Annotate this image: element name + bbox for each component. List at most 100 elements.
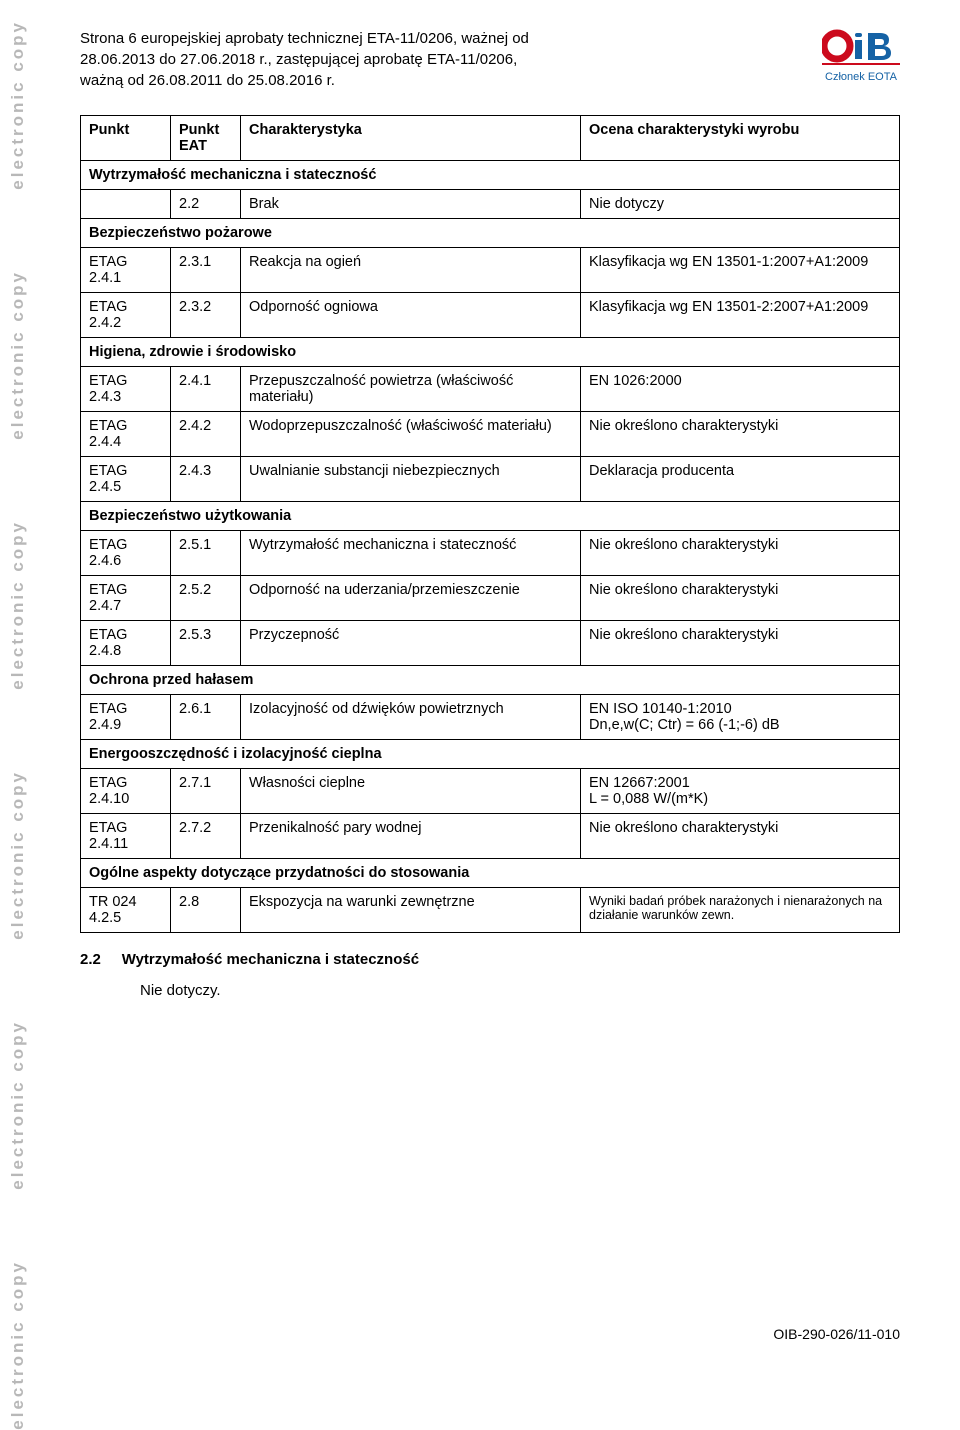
table-row: ETAG 2.4.5 2.4.3 Uwalnianie substancji n… bbox=[81, 457, 900, 502]
watermark-text: electronic copy bbox=[8, 20, 28, 190]
section-2-2-body: Nie dotyczy. bbox=[140, 982, 900, 999]
watermark-text: electronic copy bbox=[8, 270, 28, 440]
cell-char: Uwalnianie substancji niebezpiecznych bbox=[241, 457, 581, 502]
cell-char: Odporność ogniowa bbox=[241, 293, 581, 338]
section-label: Higiena, zdrowie i środowisko bbox=[81, 338, 900, 367]
section-title: Wytrzymałość mechaniczna i stateczność bbox=[122, 951, 419, 968]
section-label: Bezpieczeństwo pożarowe bbox=[81, 219, 900, 248]
header-line1: Strona 6 europejskiej aprobaty techniczn… bbox=[80, 30, 529, 47]
cell-char: Przyczepność bbox=[241, 621, 581, 666]
cell-char: Brak bbox=[241, 190, 581, 219]
cell-punkt: ETAG 2.4.2 bbox=[81, 293, 171, 338]
cell-ocena: Nie określono charakterystyki bbox=[581, 621, 900, 666]
cell-punkt: ETAG 2.4.10 bbox=[81, 769, 171, 814]
cell-eat: 2.3.1 bbox=[171, 248, 241, 293]
cell-eat: 2.5.1 bbox=[171, 531, 241, 576]
table-row: ETAG 2.4.3 2.4.1 Przepuszczalność powiet… bbox=[81, 367, 900, 412]
cell-punkt: ETAG 2.4.1 bbox=[81, 248, 171, 293]
table-row: ETAG 2.4.8 2.5.3 Przyczepność Nie określ… bbox=[81, 621, 900, 666]
cell-char: Przenikalność pary wodnej bbox=[241, 814, 581, 859]
section-label: Wytrzymałość mechaniczna i stateczność bbox=[81, 161, 900, 190]
cell-char: Wodoprzepuszczalność (właściwość materia… bbox=[241, 412, 581, 457]
section-bezp-pozarowe: Bezpieczeństwo pożarowe bbox=[81, 219, 900, 248]
oib-logo: Członek EOTA bbox=[822, 28, 900, 83]
cell-char: Własności cieplne bbox=[241, 769, 581, 814]
table-row: ETAG 2.4.10 2.7.1 Własności cieplne EN 1… bbox=[81, 769, 900, 814]
cell-char: Przepuszczalność powietrza (właściwość m… bbox=[241, 367, 581, 412]
th-ocena: Ocena charakterystyki wyrobu bbox=[581, 116, 900, 161]
section-ochrona: Ochrona przed hałasem bbox=[81, 666, 900, 695]
table-row: ETAG 2.4.7 2.5.2 Odporność na uderzania/… bbox=[81, 576, 900, 621]
cell-punkt: ETAG 2.4.4 bbox=[81, 412, 171, 457]
section-label: Ochrona przed hałasem bbox=[81, 666, 900, 695]
cell-eat: 2.3.2 bbox=[171, 293, 241, 338]
cell-char: Odporność na uderzania/przemieszczenie bbox=[241, 576, 581, 621]
watermark-text: electronic copy bbox=[8, 770, 28, 940]
cell-eat: 2.5.3 bbox=[171, 621, 241, 666]
cell-punkt: ETAG 2.4.3 bbox=[81, 367, 171, 412]
characteristics-table: Punkt Punkt EAT Charakterystyka Ocena ch… bbox=[80, 115, 900, 933]
cell-ocena: Wyniki badań próbek narażonych i nienara… bbox=[581, 888, 900, 933]
cell-char: Izolacyjność od dźwięków powietrznych bbox=[241, 695, 581, 740]
cell-ocena: EN 1026:2000 bbox=[581, 367, 900, 412]
table-row: TR 024 4.2.5 2.8 Ekspozycja na warunki z… bbox=[81, 888, 900, 933]
cell-eat: 2.7.2 bbox=[171, 814, 241, 859]
cell-punkt: ETAG 2.4.5 bbox=[81, 457, 171, 502]
logo-subtitle: Członek EOTA bbox=[825, 71, 897, 83]
cell-ocena: Klasyfikacja wg EN 13501-1:2007+A1:2009 bbox=[581, 248, 900, 293]
cell-ocena: Deklaracja producenta bbox=[581, 457, 900, 502]
section-bezp-uzyt: Bezpieczeństwo użytkowania bbox=[81, 502, 900, 531]
th-punkt: Punkt bbox=[81, 116, 171, 161]
cell-punkt: ETAG 2.4.9 bbox=[81, 695, 171, 740]
section-label: Energooszczędność i izolacyjność cieplna bbox=[81, 740, 900, 769]
table-row: ETAG 2.4.2 2.3.2 Odporność ogniowa Klasy… bbox=[81, 293, 900, 338]
cell-ocena: Nie określono charakterystyki bbox=[581, 814, 900, 859]
oib-logo-svg bbox=[822, 28, 900, 70]
cell-char: Ekspozycja na warunki zewnętrzne bbox=[241, 888, 581, 933]
cell-ocena: Nie określono charakterystyki bbox=[581, 576, 900, 621]
cell-punkt: ETAG 2.4.11 bbox=[81, 814, 171, 859]
header-line2: 28.06.2013 do 27.06.2018 r., zastępujące… bbox=[80, 51, 517, 68]
cell-eat: 2.4.2 bbox=[171, 412, 241, 457]
section-label: Bezpieczeństwo użytkowania bbox=[81, 502, 900, 531]
section-label: Ogólne aspekty dotyczące przydatności do… bbox=[81, 859, 900, 888]
cell-char: Reakcja na ogień bbox=[241, 248, 581, 293]
footer-code: OIB-290-026/11-010 bbox=[773, 1326, 900, 1342]
cell-eat: 2.4.1 bbox=[171, 367, 241, 412]
section-wytrzymalosc: Wytrzymałość mechaniczna i stateczność bbox=[81, 161, 900, 190]
cell-punkt: ETAG 2.4.7 bbox=[81, 576, 171, 621]
table-row: ETAG 2.4.6 2.5.1 Wytrzymałość mechaniczn… bbox=[81, 531, 900, 576]
watermark-text: electronic copy bbox=[8, 1020, 28, 1190]
table-row: ETAG 2.4.9 2.6.1 Izolacyjność od dźwiękó… bbox=[81, 695, 900, 740]
table-row: ETAG 2.4.4 2.4.2 Wodoprzepuszczalność (w… bbox=[81, 412, 900, 457]
table-row: ETAG 2.4.1 2.3.1 Reakcja na ogień Klasyf… bbox=[81, 248, 900, 293]
cell-ocena: EN ISO 10140-1:2010 Dn,e,w(C; Ctr) = 66 … bbox=[581, 695, 900, 740]
section-energo: Energooszczędność i izolacyjność cieplna bbox=[81, 740, 900, 769]
cell-punkt: TR 024 4.2.5 bbox=[81, 888, 171, 933]
cell-ocena: Nie określono charakterystyki bbox=[581, 412, 900, 457]
watermark-text: electronic copy bbox=[8, 520, 28, 690]
cell-eat: 2.5.2 bbox=[171, 576, 241, 621]
table-header-row: Punkt Punkt EAT Charakterystyka Ocena ch… bbox=[81, 116, 900, 161]
cell-punkt bbox=[81, 190, 171, 219]
cell-char: Wytrzymałość mechaniczna i stateczność bbox=[241, 531, 581, 576]
section-num: 2.2 bbox=[80, 951, 101, 968]
cell-ocena: Klasyfikacja wg EN 13501-2:2007+A1:2009 bbox=[581, 293, 900, 338]
watermark-text: electronic copy bbox=[8, 1260, 28, 1430]
cell-eat: 2.4.3 bbox=[171, 457, 241, 502]
table-row: 2.2 Brak Nie dotyczy bbox=[81, 190, 900, 219]
header-line3: ważną od 26.08.2011 do 25.08.2016 r. bbox=[80, 72, 335, 89]
section-2-2-heading: 2.2 Wytrzymałość mechaniczna i stateczno… bbox=[80, 951, 900, 968]
th-charakterystyka: Charakterystyka bbox=[241, 116, 581, 161]
th-punkt-eat: Punkt EAT bbox=[171, 116, 241, 161]
cell-eat: 2.2 bbox=[171, 190, 241, 219]
table-row: ETAG 2.4.11 2.7.2 Przenikalność pary wod… bbox=[81, 814, 900, 859]
section-higiena: Higiena, zdrowie i środowisko bbox=[81, 338, 900, 367]
cell-eat: 2.6.1 bbox=[171, 695, 241, 740]
cell-ocena: Nie dotyczy bbox=[581, 190, 900, 219]
cell-punkt: ETAG 2.4.8 bbox=[81, 621, 171, 666]
cell-eat: 2.8 bbox=[171, 888, 241, 933]
page-header: Strona 6 europejskiej aprobaty techniczn… bbox=[80, 28, 900, 91]
cell-punkt: ETAG 2.4.6 bbox=[81, 531, 171, 576]
cell-eat: 2.7.1 bbox=[171, 769, 241, 814]
